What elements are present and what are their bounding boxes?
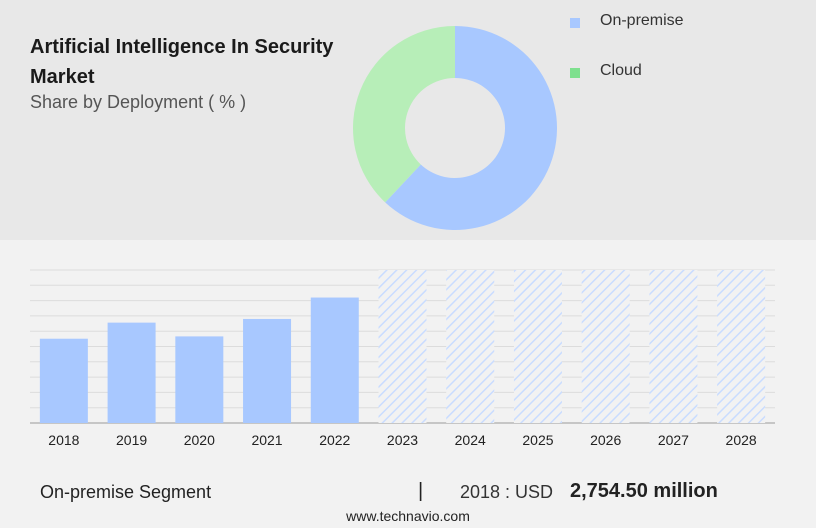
bar-2021: [243, 318, 292, 423]
x-tick-label-2021: 2021: [251, 432, 282, 448]
footer-year-label: 2018 : USD: [460, 482, 554, 502]
donut-chart: [353, 26, 558, 231]
chart-subtitle: Share by Deployment ( % ): [30, 92, 247, 112]
forecast-bar-2027: [649, 270, 698, 423]
forecast-bar-2028: [717, 270, 766, 423]
chart-title: Artificial Intelligence In Security Mark…: [30, 36, 334, 88]
footer-separator: |: [418, 480, 424, 502]
x-tick-label-2027: 2027: [658, 432, 689, 448]
x-tick-label-2018: 2018: [48, 432, 79, 448]
x-tick-label-2025: 2025: [522, 432, 553, 448]
x-tick-label-2022: 2022: [319, 432, 350, 448]
forecast-bar-2025: [513, 270, 562, 423]
footer-value: 2,754.50 million: [570, 480, 718, 502]
donut-slice-cloud: [353, 26, 455, 203]
x-tick-label-2023: 2023: [387, 432, 418, 448]
bar-2020: [175, 336, 224, 423]
legend-swatch-on-premise: [570, 18, 580, 28]
bar-chart: 2018 2019 2020 2021 2022 2023 2024 2025 2026 2027…: [30, 269, 775, 448]
bar-2018: [39, 338, 88, 423]
source-url[interactable]: www.technavio.com: [346, 508, 470, 524]
x-tick-label-2024: 2024: [455, 432, 486, 448]
donut-slice-on-premise: [385, 26, 558, 231]
bar-2019: [107, 322, 156, 423]
segment-label: On-premise Segment: [40, 482, 212, 502]
forecast-bar-2023: [378, 270, 427, 423]
bar-2022: [310, 297, 359, 423]
legend-label-cloud: Cloud: [600, 62, 642, 79]
forecast-bar-2024: [446, 270, 495, 423]
x-tick-label-2026: 2026: [590, 432, 621, 448]
legend-label-on-premise: On-premise: [600, 12, 684, 29]
forecast-bar-2026: [581, 270, 630, 423]
x-tick-label-2019: 2019: [116, 432, 147, 448]
x-tick-label-2028: 2028: [726, 432, 757, 448]
legend-swatch-cloud: [570, 68, 580, 78]
x-tick-label-2020: 2020: [184, 432, 215, 448]
